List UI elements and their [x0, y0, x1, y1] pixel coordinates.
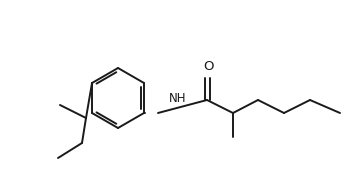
Text: O: O	[203, 60, 213, 73]
Text: NH: NH	[169, 92, 186, 105]
